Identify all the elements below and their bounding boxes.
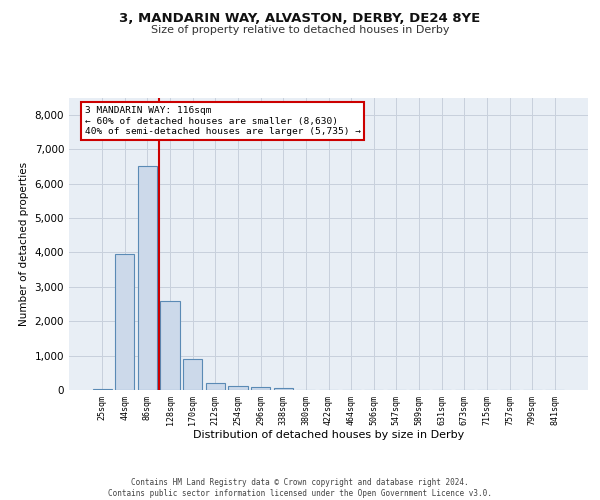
Text: Contains HM Land Registry data © Crown copyright and database right 2024.
Contai: Contains HM Land Registry data © Crown c…: [108, 478, 492, 498]
Bar: [274, 388, 293, 390]
Bar: [183, 359, 202, 390]
Bar: [115, 254, 134, 390]
Bar: [206, 383, 225, 390]
Text: 3, MANDARIN WAY, ALVASTON, DERBY, DE24 8YE: 3, MANDARIN WAY, ALVASTON, DERBY, DE24 8…: [119, 12, 481, 26]
Bar: [92, 389, 112, 390]
Bar: [251, 386, 270, 390]
Bar: [138, 166, 157, 390]
Bar: [229, 386, 248, 390]
Bar: [160, 300, 180, 390]
Text: 3 MANDARIN WAY: 116sqm
← 60% of detached houses are smaller (8,630)
40% of semi-: 3 MANDARIN WAY: 116sqm ← 60% of detached…: [85, 106, 361, 136]
Y-axis label: Number of detached properties: Number of detached properties: [19, 162, 29, 326]
X-axis label: Distribution of detached houses by size in Derby: Distribution of detached houses by size …: [193, 430, 464, 440]
Text: Size of property relative to detached houses in Derby: Size of property relative to detached ho…: [151, 25, 449, 35]
